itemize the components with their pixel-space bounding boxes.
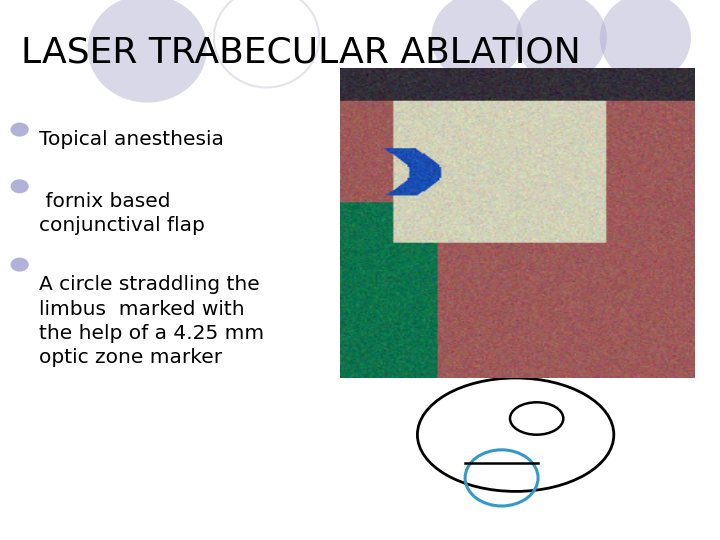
Ellipse shape (600, 0, 691, 82)
Text: A circle straddling the
limbus  marked with
the help of a 4.25 mm
optic zone mar: A circle straddling the limbus marked wi… (39, 275, 264, 367)
Text: fornix based
conjunctival flap: fornix based conjunctival flap (39, 192, 204, 235)
Ellipse shape (516, 0, 607, 82)
Circle shape (11, 179, 29, 193)
Text: Topical anesthesia: Topical anesthesia (39, 130, 223, 148)
Ellipse shape (88, 0, 207, 103)
Circle shape (11, 123, 29, 137)
Text: LASER TRABECULAR ABLATION: LASER TRABECULAR ABLATION (21, 35, 581, 69)
Ellipse shape (431, 0, 523, 82)
Circle shape (11, 258, 29, 272)
